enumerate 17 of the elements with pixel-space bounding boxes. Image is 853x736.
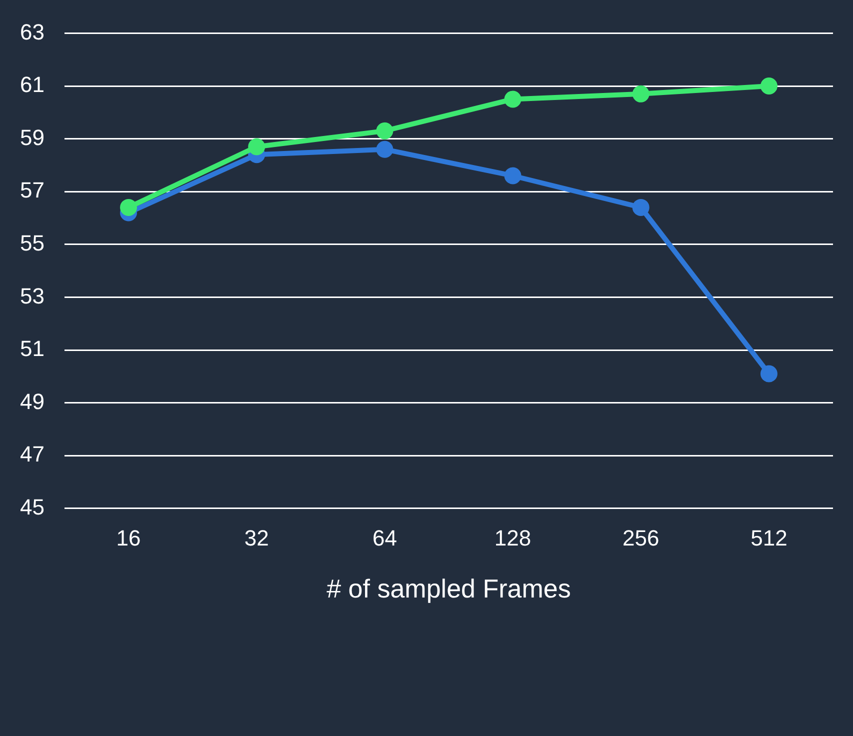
y-tick-label: 55 xyxy=(20,230,44,256)
x-tick-label: 32 xyxy=(244,526,269,551)
y-tick-label: 61 xyxy=(20,72,44,98)
y-tick-label: 57 xyxy=(20,178,44,203)
y-tick-label: 63 xyxy=(20,19,44,44)
y-tick-label: 49 xyxy=(20,388,44,414)
y-tick-label: 51 xyxy=(20,336,44,362)
x-tick-label: 512 xyxy=(750,526,788,551)
x-tick-label: 16 xyxy=(116,526,141,551)
x-tick-label: 256 xyxy=(622,526,660,551)
y-tick-label: 47 xyxy=(20,442,44,467)
x-tick-label: 64 xyxy=(372,526,397,551)
y-tick-label: 45 xyxy=(20,494,44,520)
x-axis-title: # of sampled Frames xyxy=(326,574,571,604)
x-tick-label: 128 xyxy=(494,526,532,551)
y-tick-label: 59 xyxy=(20,124,44,150)
y-tick-label: 53 xyxy=(20,283,44,308)
